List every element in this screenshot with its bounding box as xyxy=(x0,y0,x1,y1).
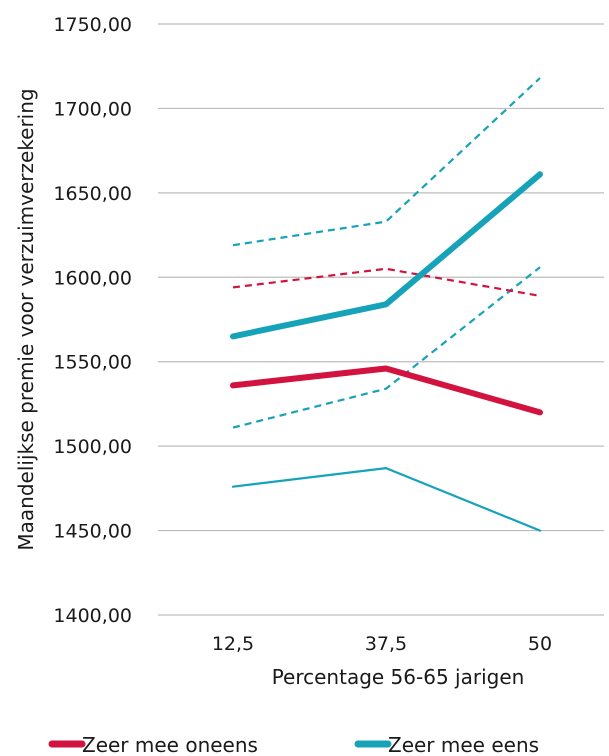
legend-label: Zeer mee eens xyxy=(388,733,539,756)
gridlines xyxy=(158,23,604,616)
legend-label: Zeer mee oneens xyxy=(82,733,258,756)
series-line-3 xyxy=(232,77,541,247)
y-tick-label: 1400,00 xyxy=(53,605,132,627)
series-line-5 xyxy=(231,467,542,532)
y-tick-labels: 1400,00 1450,00 1500,00 1550,00 1600,00 1650,… xyxy=(53,14,132,627)
x-tick-labels: 12,5 37,5 50 xyxy=(212,633,552,655)
series-line-1 xyxy=(232,267,541,297)
y-axis-label: Maandelijkse premie voor verzuimverzeker… xyxy=(14,88,38,550)
x-tick-label: 12,5 xyxy=(212,633,254,655)
y-tick-label: 1450,00 xyxy=(53,521,132,543)
x-tick-label: 37,5 xyxy=(365,633,407,655)
series-line-2 xyxy=(230,171,543,340)
y-tick-label: 1600,00 xyxy=(53,267,132,289)
legend: Zeer mee oneens Zeer mee eens xyxy=(48,733,539,756)
y-tick-label: 1550,00 xyxy=(53,352,132,374)
series-line-0 xyxy=(230,365,543,416)
x-axis-label: Percentage 56-65 jarigen xyxy=(272,665,525,689)
y-tick-label: 1700,00 xyxy=(53,98,132,120)
series-line-4 xyxy=(232,266,541,429)
series-lines xyxy=(230,77,543,532)
y-tick-label: 1500,00 xyxy=(53,436,132,458)
y-tick-label: 1750,00 xyxy=(53,14,132,36)
y-tick-label: 1650,00 xyxy=(53,183,132,205)
x-tick-label: 50 xyxy=(528,633,552,655)
